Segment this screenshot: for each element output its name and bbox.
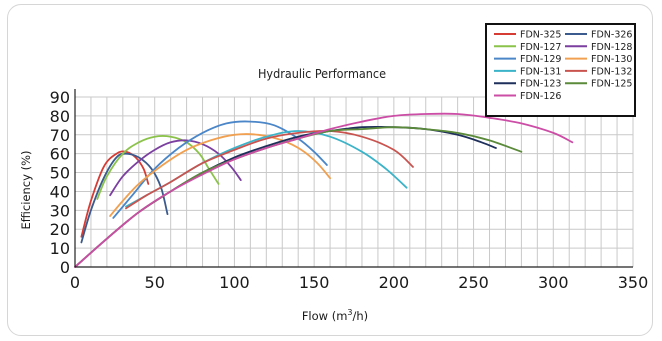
- series-line-fdn-326: [80, 152, 169, 244]
- x-tick-label: 200: [379, 273, 410, 292]
- y-tick-label: 90: [50, 88, 70, 107]
- y-tick-label: 70: [50, 126, 70, 145]
- series-line-fdn-132: [125, 129, 414, 210]
- chart-title: Hydraulic Performance: [258, 66, 386, 81]
- x-tick-label: 100: [219, 273, 250, 292]
- x-tick-label: 250: [458, 273, 489, 292]
- legend-label: FDN-128: [591, 42, 632, 53]
- series-lines: [74, 112, 574, 268]
- y-tick-label: 20: [50, 220, 70, 239]
- series-line-fdn-325: [80, 150, 150, 238]
- legend-item: FDN-325: [494, 30, 561, 41]
- y-tick-label: 30: [50, 201, 70, 220]
- x-axis-label: Flow (m3/h): [302, 308, 368, 323]
- legend-item: FDN-123: [494, 79, 561, 90]
- y-tick-label: 0: [60, 258, 70, 277]
- y-tick-label: 40: [50, 182, 70, 201]
- series-line-fdn-128: [109, 139, 242, 197]
- legend-label: FDN-132: [591, 66, 632, 77]
- legend-label: FDN-127: [520, 42, 561, 53]
- series-line-fdn-129: [112, 120, 328, 219]
- series-line-fdn-127: [96, 135, 220, 200]
- y-axis-label: Efficiency (%): [19, 151, 33, 230]
- legend-label: FDN-125: [591, 79, 632, 90]
- legend-label: FDN-325: [520, 30, 561, 41]
- legend-item: FDN-126: [494, 91, 561, 102]
- legend-label: FDN-326: [591, 30, 632, 41]
- legend-item: FDN-326: [565, 30, 632, 41]
- x-tick-label: 150: [299, 273, 330, 292]
- legend-item: FDN-127: [494, 42, 561, 53]
- legend-label: FDN-126: [520, 91, 561, 102]
- legend-item: FDN-125: [565, 79, 632, 90]
- legend-label: FDN-131: [520, 66, 561, 77]
- legend-item: FDN-129: [494, 54, 561, 65]
- y-tick-label: 80: [50, 107, 70, 126]
- legend-label: FDN-130: [591, 54, 632, 65]
- legend-label: FDN-123: [520, 79, 561, 90]
- series-line-fdn-130: [109, 133, 331, 217]
- axes: [74, 89, 633, 268]
- x-tick-label: 0: [70, 273, 80, 292]
- x-tick-label: 300: [538, 273, 569, 292]
- legend-item: FDN-128: [565, 42, 632, 53]
- y-tick-label: 60: [50, 145, 70, 164]
- legend-item: FDN-130: [565, 54, 632, 65]
- y-tick-label: 50: [50, 164, 70, 183]
- legend-label: FDN-129: [520, 54, 561, 65]
- x-tick-label: 50: [145, 273, 165, 292]
- x-tick-label: 350: [618, 273, 649, 292]
- series-line-fdn-123: [74, 125, 497, 268]
- series-line-fdn-126: [74, 112, 574, 268]
- legend-item: FDN-131: [494, 66, 561, 77]
- legend-item: FDN-132: [565, 66, 632, 77]
- y-tick-label: 10: [50, 239, 70, 258]
